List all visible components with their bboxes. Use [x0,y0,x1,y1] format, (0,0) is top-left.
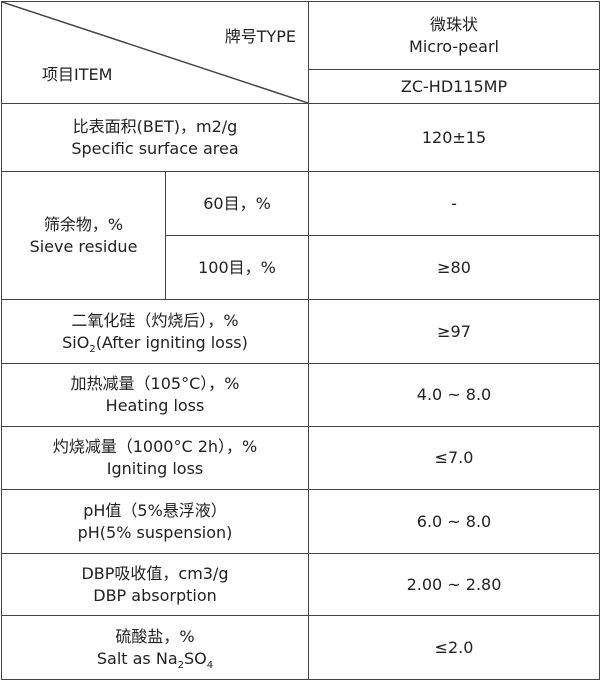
value: ≥97 [308,299,600,364]
text: 二氧化硅（灼烧后），% [71,310,239,330]
type-label: 牌号TYPE [224,27,296,46]
value: 120±15 [308,103,600,172]
value: 2.00 ~ 2.80 [308,553,600,616]
value: ≤2.0 [308,615,600,680]
text: Heating loss [105,396,205,415]
subscript: 2 [89,343,96,355]
label: DBP吸收值，cm3/g DBP absorption [1,553,309,616]
label: 筛余物，% Sieve residue [1,171,166,300]
sub-label: 60目，% [165,171,309,236]
diagonal [2,2,308,103]
subscript: 2 [177,659,184,671]
product-code: ZC-HD115MP [308,69,600,104]
value: - [308,171,600,236]
subscript: 4 [206,659,214,671]
text: 比表面积(BET)，m2/g [72,116,238,136]
text: DBP absorption [93,585,217,605]
text: (After igniting loss) [95,332,248,352]
text: 灼烧减量（1000°C 2h），% [52,437,258,456]
label: 硫酸盐，% Salt as Na2SO4 [1,615,309,680]
text: pH值（5%悬浮液） [83,500,227,520]
text: Micro-pearl [409,36,499,56]
text: 微珠状 [429,14,478,34]
header-corner: 牌号TYPE 项目ITEM [1,1,309,104]
item-label: 项目ITEM [42,65,113,84]
text: SO [184,648,207,668]
text: pH(5% suspension) [77,522,233,542]
product-name: 微珠状 Micro-pearl [308,1,600,70]
text: SiO [62,332,90,352]
value: 4.0 ~ 8.0 [308,363,600,427]
value: ≥80 [308,235,600,300]
label: 加热减量（105°C），% Heating loss [1,363,309,427]
label: 灼烧减量（1000°C 2h），% Igniting loss [1,426,309,490]
label: pH值（5%悬浮液） pH(5% suspension) [1,489,309,554]
text: 加热减量（105°C），% [70,374,240,393]
text: 硫酸盐，% [115,626,195,646]
sub-label: 100目，% [165,235,309,300]
value: ≤7.0 [308,426,600,490]
label: 比表面积(BET)，m2/g Specific surface area [1,103,309,172]
text: DBP吸收值，cm3/g [81,563,229,583]
text: Sieve residue [29,236,138,256]
text: 筛余物，% [43,214,124,234]
label: 二氧化硅（灼烧后），% SiO2(After igniting loss) [1,299,309,364]
value: 6.0 ~ 8.0 [308,489,600,554]
text: Salt as Na [96,648,178,668]
text: Igniting loss [106,459,204,478]
text: Specific surface area [71,138,239,158]
